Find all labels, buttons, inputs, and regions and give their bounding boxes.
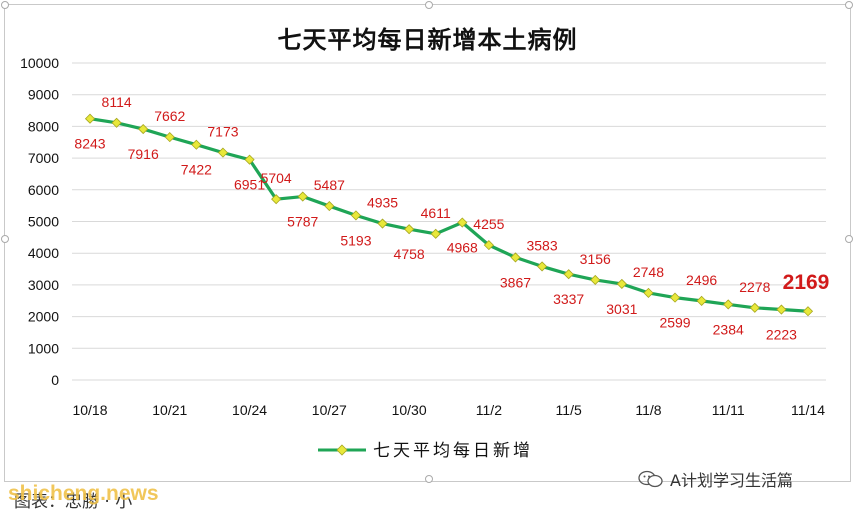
data-label: 5704 — [261, 170, 292, 186]
data-label: 5787 — [287, 214, 318, 230]
resize-handle[interactable] — [845, 1, 853, 9]
resize-handle[interactable] — [845, 235, 853, 243]
x-tick-label: 11/14 — [791, 402, 825, 418]
data-label: 3337 — [553, 291, 584, 307]
data-label: 2384 — [713, 321, 744, 337]
data-point — [217, 147, 229, 158]
y-tick-label: 7000 — [28, 150, 59, 166]
data-label: 7662 — [154, 108, 185, 124]
series-line — [89, 117, 809, 313]
data-label: 2496 — [686, 272, 717, 288]
data-point — [483, 240, 494, 251]
data-point — [297, 191, 308, 202]
data-point — [776, 304, 787, 315]
data-label: 3156 — [580, 251, 611, 267]
y-tick-label: 4000 — [28, 245, 59, 261]
data-label: 2599 — [659, 315, 690, 331]
data-point — [164, 132, 175, 143]
y-tick-label: 5000 — [28, 214, 59, 230]
data-point — [457, 217, 468, 228]
data-point — [111, 117, 122, 128]
y-tick-label: 3000 — [28, 277, 59, 293]
y-tick-label: 8000 — [28, 118, 59, 134]
data-label: 2278 — [739, 279, 770, 295]
legend-marker — [336, 444, 348, 456]
data-label: 7422 — [181, 162, 212, 178]
wechat-icon — [638, 470, 664, 488]
data-point — [244, 154, 255, 165]
wechat-account-name: A计划学习生活篇 — [670, 471, 793, 490]
x-tick-label: 11/11 — [712, 402, 745, 418]
data-label: 4611 — [421, 205, 451, 221]
data-label: 2169 — [783, 271, 830, 294]
data-label: 4968 — [447, 240, 478, 256]
data-label: 2223 — [766, 327, 797, 343]
data-point — [350, 210, 361, 221]
data-point — [191, 139, 202, 150]
data-label: 8114 — [102, 94, 132, 110]
data-point — [404, 224, 415, 235]
resize-handle[interactable] — [1, 1, 9, 9]
data-point — [802, 306, 814, 317]
data-point — [669, 292, 681, 303]
data-point — [749, 302, 760, 313]
data-point — [84, 113, 96, 124]
resize-handle[interactable] — [1, 235, 9, 243]
x-tick-label: 11/8 — [635, 402, 661, 418]
y-tick-label: 0 — [51, 372, 59, 388]
watermark-text: shicheng.news — [8, 482, 159, 505]
data-label: 4935 — [367, 195, 398, 211]
x-tick-label: 11/5 — [556, 402, 582, 418]
data-label: 7173 — [207, 124, 238, 140]
caption: 图表：忠勝 · 小 — [14, 487, 132, 512]
y-tick-label: 1000 — [28, 340, 59, 356]
caption-label: 图表： — [14, 492, 65, 512]
data-point — [377, 218, 388, 229]
wechat-badge: A计划学习生活篇 — [638, 467, 793, 491]
data-label: 3031 — [606, 301, 637, 317]
x-tick-label: 10/30 — [392, 402, 427, 418]
data-point — [643, 287, 654, 298]
data-point — [590, 274, 601, 286]
data-point — [537, 261, 548, 272]
chart-frame — [4, 4, 851, 482]
x-tick-label: 10/24 — [232, 402, 267, 418]
resize-handle[interactable] — [425, 475, 433, 483]
legend-label: 七天平均每日新增 — [373, 441, 533, 461]
y-tick-label: 6000 — [28, 182, 59, 198]
x-tick-label: 10/27 — [312, 402, 347, 418]
y-tick-label: 10000 — [20, 55, 59, 71]
resize-handle[interactable] — [425, 1, 433, 9]
data-label: 4758 — [394, 246, 425, 262]
x-tick-label: 11/2 — [476, 402, 502, 418]
y-tick-label: 9000 — [28, 87, 59, 103]
chart-title: 七天平均每日新增本土病例 — [277, 26, 578, 54]
x-tick-label: 10/18 — [72, 402, 107, 418]
data-point — [138, 123, 149, 135]
caption-source: 忠勝 · 小 — [65, 492, 133, 512]
data-label: 5487 — [314, 177, 345, 193]
data-label: 2748 — [633, 264, 664, 280]
data-label: 7916 — [128, 146, 159, 162]
data-point — [324, 200, 335, 212]
data-point — [723, 299, 734, 310]
data-point — [696, 295, 707, 306]
data-point — [563, 269, 574, 280]
data-label: 3583 — [526, 237, 557, 253]
data-label: 8243 — [74, 136, 105, 152]
data-label: 4255 — [473, 216, 504, 232]
data-point — [271, 194, 282, 205]
x-tick-label: 10/21 — [152, 402, 187, 418]
data-point — [616, 278, 627, 289]
data-label: 6951 — [234, 177, 265, 193]
data-point — [430, 228, 441, 239]
data-point — [510, 252, 521, 263]
y-tick-label: 2000 — [28, 309, 59, 325]
data-label: 5193 — [340, 232, 371, 248]
data-label: 3867 — [500, 274, 531, 290]
